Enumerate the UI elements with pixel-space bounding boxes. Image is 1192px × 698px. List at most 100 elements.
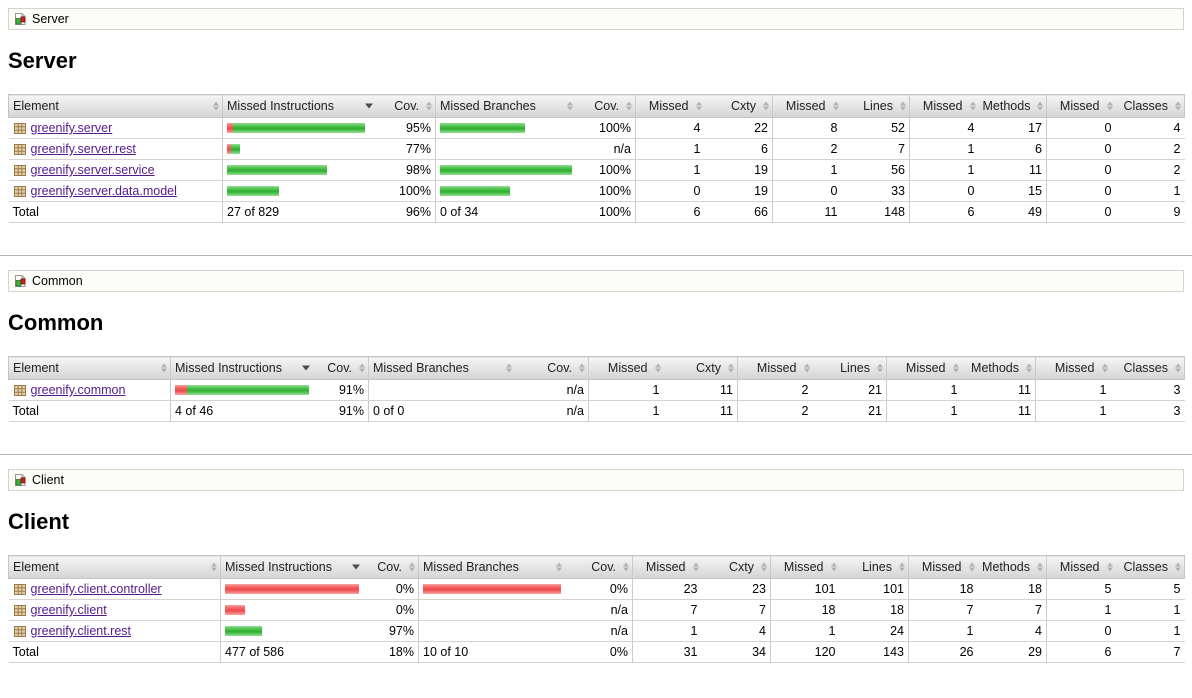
package-icon [13, 142, 27, 156]
package-icon [13, 163, 27, 177]
column-header-missed-instructions[interactable]: Missed Instructions [170, 356, 313, 380]
package-link[interactable]: greenify.server.rest [30, 142, 136, 156]
column-header-missed-lines[interactable]: Missed [772, 94, 842, 118]
sort-icon [899, 562, 905, 572]
branch-coverage-bar [435, 159, 576, 181]
column-header-branch-cov[interactable]: Cov. [514, 356, 589, 380]
branch-cov-value: n/a [575, 138, 636, 160]
breadcrumb-common: Common [8, 270, 1184, 292]
column-header-missed-branches[interactable]: Missed Branches [435, 94, 576, 118]
column-header-missed-methods[interactable]: Missed [908, 555, 978, 579]
sort-icon [654, 363, 661, 373]
page-title-common: Common [8, 310, 104, 335]
instruction-cov-value: 0% [362, 599, 419, 621]
sort-icon [1175, 363, 1181, 373]
branch-cov-value: n/a [564, 599, 633, 621]
branch-coverage-bar [435, 138, 576, 160]
column-header-branch-cov[interactable]: Cov. [564, 555, 633, 579]
sort-icon [761, 562, 767, 572]
branch-cov-value: 100% [575, 117, 636, 139]
branch-cov-value: 0% [564, 578, 633, 600]
package-link[interactable]: greenify.client.rest [30, 624, 132, 638]
column-header-lines[interactable]: Lines [812, 356, 887, 380]
branch-coverage-bar [435, 180, 576, 202]
total-branches: 10 of 10 [418, 641, 565, 663]
total-branches: 0 of 34 [435, 201, 576, 223]
column-header-instruction-cov[interactable]: Cov. [312, 356, 369, 380]
sort-icon [1175, 562, 1181, 572]
table-header-row: Element Missed Instructions Cov. Missed … [8, 356, 1185, 380]
sort-icon [359, 363, 365, 373]
sort-icon [566, 101, 573, 111]
sort-icon [426, 101, 432, 111]
column-header-missed-cxty[interactable]: Missed [635, 94, 705, 118]
instruction-coverage-bar [222, 138, 376, 160]
column-header-missed-branches[interactable]: Missed Branches [418, 555, 565, 579]
breadcrumb-label: Client [32, 473, 64, 487]
column-header-missed-classes[interactable]: Missed [1035, 356, 1111, 380]
column-header-methods[interactable]: Methods [961, 356, 1036, 380]
package-link[interactable]: greenify.server.service [30, 163, 155, 177]
page-title-server: Server [8, 48, 77, 73]
package-link[interactable]: greenify.common [30, 383, 126, 397]
column-header-element[interactable]: Element [8, 555, 221, 579]
package-link[interactable]: greenify.server.data.model [30, 184, 177, 198]
total-instructions: 477 of 586 [220, 641, 363, 663]
column-header-missed-cxty[interactable]: Missed [588, 356, 664, 380]
column-header-missed-methods[interactable]: Missed [909, 94, 979, 118]
package-link[interactable]: greenify.client.controller [30, 582, 162, 596]
branch-cov-value: n/a [514, 379, 589, 401]
sort-icon [161, 363, 167, 373]
branch-coverage-bar [435, 117, 576, 139]
instruction-coverage-bar [222, 180, 376, 202]
column-header-branch-cov[interactable]: Cov. [575, 94, 636, 118]
column-header-missed-classes[interactable]: Missed [1046, 555, 1116, 579]
column-header-cxty[interactable]: Cxty [704, 94, 773, 118]
sort-icon [952, 363, 959, 373]
column-header-missed-instructions[interactable]: Missed Instructions [222, 94, 376, 118]
instruction-coverage-bar [220, 599, 363, 621]
instruction-coverage-bar [170, 379, 313, 401]
package-icon [13, 184, 27, 198]
breadcrumb-server: Server [8, 8, 1184, 30]
column-header-missed-instructions[interactable]: Missed Instructions [220, 555, 363, 579]
column-header-methods[interactable]: Methods [978, 94, 1047, 118]
package-link[interactable]: greenify.client [30, 603, 107, 617]
group-report-icon [13, 274, 27, 288]
column-header-missed-lines[interactable]: Missed [770, 555, 840, 579]
column-header-instruction-cov[interactable]: Cov. [362, 555, 419, 579]
package-icon [13, 624, 27, 638]
column-header-methods[interactable]: Methods [977, 555, 1047, 579]
column-header-cxty[interactable]: Cxty [701, 555, 771, 579]
instruction-coverage-bar [220, 620, 363, 642]
branch-cov-value: n/a [564, 620, 633, 642]
sort-icon [695, 101, 702, 111]
column-header-classes[interactable]: Classes [1115, 94, 1185, 118]
column-header-cxty[interactable]: Cxty [663, 356, 738, 380]
column-header-element[interactable]: Element [8, 356, 171, 380]
column-header-lines[interactable]: Lines [839, 555, 909, 579]
branch-coverage-bar [368, 379, 515, 401]
table-row: greenify.common 91% n/a 1 11 2 21 1 11 1… [8, 379, 1185, 401]
column-header-missed-branches[interactable]: Missed Branches [368, 356, 515, 380]
column-header-lines[interactable]: Lines [841, 94, 910, 118]
column-header-missed-classes[interactable]: Missed [1046, 94, 1116, 118]
breadcrumb-label: Server [32, 12, 69, 26]
sort-icon [969, 101, 976, 111]
branch-cov-value: 100% [575, 180, 636, 202]
instruction-coverage-bar [222, 117, 376, 139]
column-header-classes[interactable]: Classes [1110, 356, 1185, 380]
column-header-missed-methods[interactable]: Missed [886, 356, 962, 380]
section-divider [0, 454, 1192, 455]
package-link[interactable]: greenify.server [30, 121, 113, 135]
table-header-row: Element Missed Instructions Cov. Missed … [8, 555, 1185, 579]
column-header-classes[interactable]: Classes [1115, 555, 1185, 579]
column-header-element[interactable]: Element [8, 94, 223, 118]
report-page: Server Server Element Missed Instruction… [0, 8, 1192, 663]
total-branches: 0 of 0 [368, 400, 515, 422]
instruction-cov-value: 95% [375, 117, 436, 139]
column-header-missed-cxty[interactable]: Missed [632, 555, 702, 579]
column-header-missed-lines[interactable]: Missed [737, 356, 813, 380]
column-header-instruction-cov[interactable]: Cov. [375, 94, 436, 118]
group-report-icon [13, 473, 27, 487]
